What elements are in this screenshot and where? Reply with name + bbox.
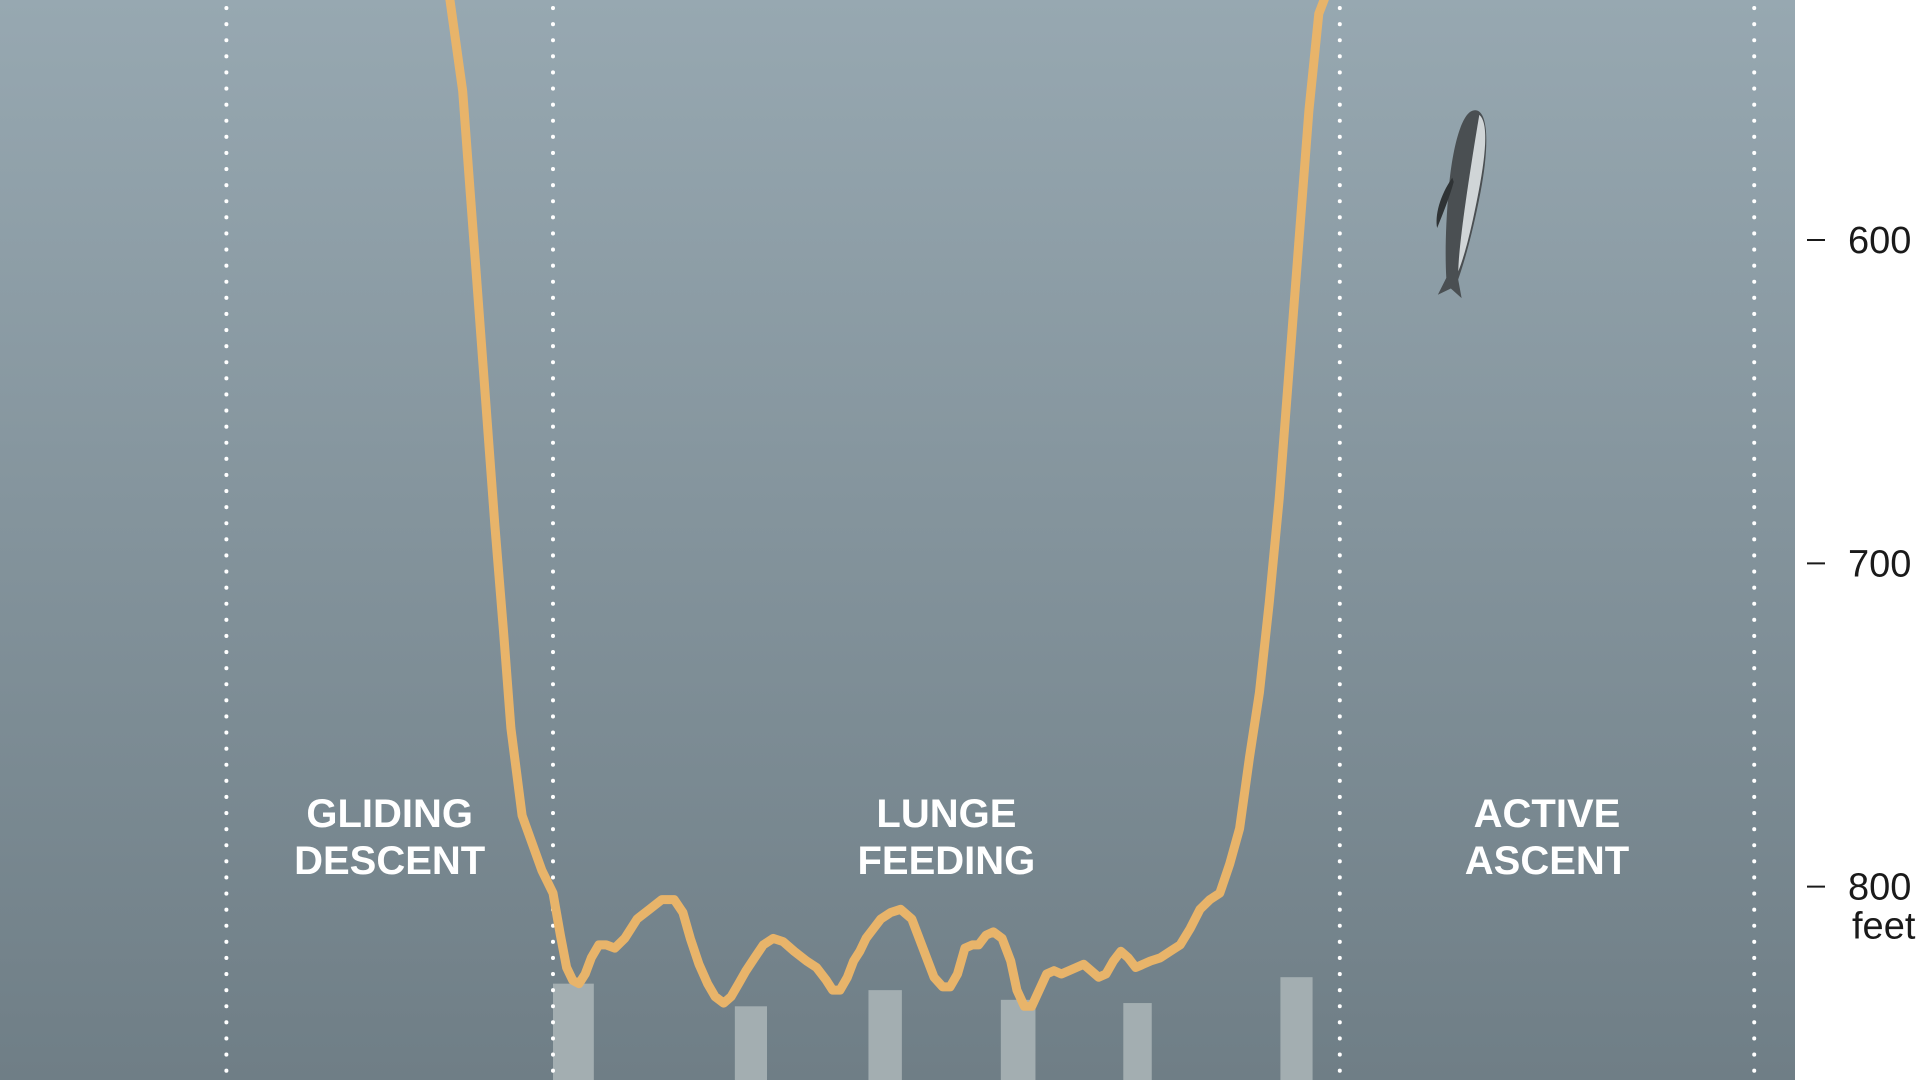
y-unit-label: feet xyxy=(1852,906,1916,948)
lunge-marker-bar-5 xyxy=(1123,1003,1152,1080)
phase-label-gliding-descent-line-2: DESCENT xyxy=(294,839,485,883)
whale-belly xyxy=(1458,114,1486,272)
y-tick-label-600: 600 xyxy=(1848,220,1911,262)
lunge-marker-bar-6 xyxy=(1280,977,1313,1080)
phase-dividers xyxy=(224,6,1757,1082)
dive-depth-line xyxy=(445,0,1329,1011)
lunge-marker-bar-2 xyxy=(734,1006,768,1080)
whale-layer xyxy=(1436,110,1487,299)
lunge-markers xyxy=(552,977,1313,1080)
whale-icon xyxy=(1436,110,1487,299)
phase-label-active-ascent-line-1: ACTIVE xyxy=(1474,792,1621,836)
y-tick-label-700: 700 xyxy=(1848,543,1911,585)
phase-label-lunge-feeding-line-2: FEEDING xyxy=(857,839,1035,883)
phase-label-lunge-feeding-line-1: LUNGE xyxy=(876,792,1016,836)
dive-profile xyxy=(445,0,1329,1011)
whale-flipper xyxy=(1436,177,1454,229)
water-background xyxy=(0,0,1795,1080)
phase-label-gliding-descent-line-1: GLIDING xyxy=(306,792,473,836)
lunge-marker-bar-1 xyxy=(552,983,594,1080)
lunge-marker-bar-3 xyxy=(868,990,902,1080)
phase-label-active-ascent-line-2: ASCENT xyxy=(1465,839,1629,883)
lunge-marker-bar-4 xyxy=(1000,999,1036,1080)
y-tick-label-800: 800 xyxy=(1848,867,1911,909)
